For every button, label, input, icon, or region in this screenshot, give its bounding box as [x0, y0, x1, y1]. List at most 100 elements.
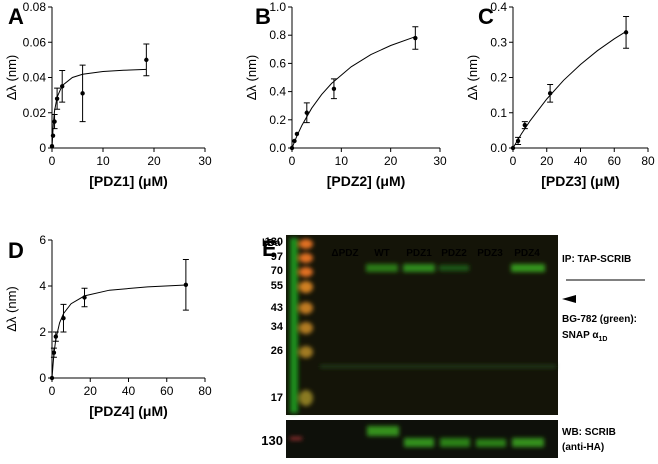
x-tick-label: 60 — [608, 154, 622, 168]
panel-letter: E — [262, 236, 277, 261]
x-axis-label: [PDZ1] (μM) — [89, 173, 168, 189]
fit-curve — [51, 68, 147, 149]
data-point — [304, 110, 309, 115]
data-point — [82, 295, 87, 300]
x-tick-label: 20 — [540, 154, 554, 168]
y-tick-label: 0.4 — [490, 0, 507, 14]
x-tick-label: 0 — [49, 384, 56, 398]
y-tick-label: 0.06 — [23, 35, 47, 49]
stain-label: BG-782 (green): — [562, 314, 637, 325]
y-tick-label: 4 — [39, 279, 46, 293]
x-tick-label: 10 — [96, 154, 110, 168]
panel-letter: C — [478, 4, 494, 29]
y-tick-label: 0.2 — [490, 71, 507, 85]
x-tick-label: 0 — [49, 154, 56, 168]
snap-main: SNAP α — [562, 330, 599, 341]
data-point — [183, 282, 189, 288]
data-point — [294, 131, 300, 137]
kda-label: kDa — [262, 238, 281, 249]
y-tick-label: 6 — [39, 233, 46, 247]
data-point — [60, 84, 65, 89]
data-point — [80, 91, 85, 96]
data-point — [54, 96, 60, 101]
fit-curve — [512, 30, 627, 149]
y-axis-label: Δλ (nm) — [4, 55, 19, 101]
gel-panel: E kDa 130 IP: TAP- — [261, 235, 645, 458]
snap-sub: 1D — [599, 336, 608, 343]
y-tick-label: 0.2 — [269, 113, 286, 127]
data-point — [50, 133, 56, 138]
data-point — [289, 145, 295, 151]
y-tick-label: 2 — [39, 325, 46, 339]
y-axis-label: Δλ (nm) — [244, 55, 259, 101]
x-axis-label: [PDZ4] (μM) — [89, 403, 168, 419]
x-tick-label: 10 — [335, 154, 349, 168]
y-tick-label: 0 — [39, 371, 46, 385]
y-axis-label: Δλ (nm) — [4, 286, 19, 332]
y-axis-label: Δλ (nm) — [465, 55, 480, 101]
x-tick-label: 60 — [160, 384, 174, 398]
fit-curve — [291, 36, 416, 149]
marker-label: 26 — [271, 345, 283, 357]
x-tick-label: 80 — [641, 154, 655, 168]
snap-label: SNAP α1D — [562, 330, 607, 343]
marker-label: 34 — [271, 321, 284, 333]
x-axis-label: [PDZ2] (μM) — [327, 173, 406, 189]
y-tick-label: 0.4 — [269, 85, 286, 99]
data-point — [49, 375, 55, 381]
y-tick-label: 0 — [39, 141, 46, 155]
data-point — [515, 138, 521, 144]
marker-label: 55 — [271, 280, 283, 292]
lane-label: PDZ1 — [406, 248, 432, 259]
data-point — [623, 30, 629, 35]
y-tick-label: 1.0 — [269, 0, 286, 14]
x-tick-label: 20 — [147, 154, 161, 168]
lane-label: PDZ3 — [477, 248, 503, 259]
marker-label: 97 — [271, 251, 283, 263]
lane-label: PDZ4 — [514, 248, 540, 259]
data-point — [53, 334, 59, 339]
data-point — [510, 145, 516, 151]
x-tick-label: 0 — [510, 154, 517, 168]
data-point — [413, 35, 418, 41]
marker-label: 17 — [271, 392, 283, 404]
lane-label: PDZ2 — [441, 248, 467, 259]
panel-letter: D — [8, 238, 24, 263]
marker-label: 70 — [271, 265, 283, 277]
y-tick-label: 0.3 — [490, 35, 507, 49]
data-point — [51, 350, 57, 355]
band-arrow — [562, 295, 576, 303]
y-tick-label: 0.04 — [23, 71, 47, 85]
wb-marker: 130 — [261, 433, 283, 448]
gel-image — [286, 235, 558, 415]
marker-label: 130 — [265, 236, 283, 248]
x-tick-label: 30 — [198, 154, 212, 168]
data-point — [292, 138, 297, 144]
marker-label: 43 — [271, 302, 283, 314]
y-tick-label: 0.02 — [23, 106, 47, 120]
y-tick-label: 0.8 — [269, 28, 286, 42]
lane-label: ΔPDZ — [331, 248, 358, 259]
x-tick-label: 20 — [384, 154, 398, 168]
data-point — [49, 144, 55, 149]
x-tick-label: 0 — [289, 154, 296, 168]
x-tick-label: 40 — [122, 384, 136, 398]
data-point — [547, 91, 553, 96]
y-tick-label: 0.0 — [490, 141, 507, 155]
data-point — [52, 119, 57, 124]
y-tick-label: 0.0 — [269, 141, 286, 155]
x-tick-label: 40 — [574, 154, 588, 168]
data-point — [331, 86, 337, 91]
ip-label: IP: TAP-SCRIB — [562, 254, 631, 265]
wb-label: WB: SCRIB — [562, 427, 616, 438]
gel-bands — [290, 238, 556, 413]
y-tick-label: 0.08 — [23, 0, 47, 14]
x-tick-label: 20 — [84, 384, 98, 398]
wb-sub: (anti-HA) — [562, 442, 604, 453]
lane-label: WT — [374, 248, 390, 259]
data-point — [522, 122, 528, 128]
y-tick-label: 0.1 — [490, 106, 507, 120]
panel-letter: A — [8, 4, 24, 29]
